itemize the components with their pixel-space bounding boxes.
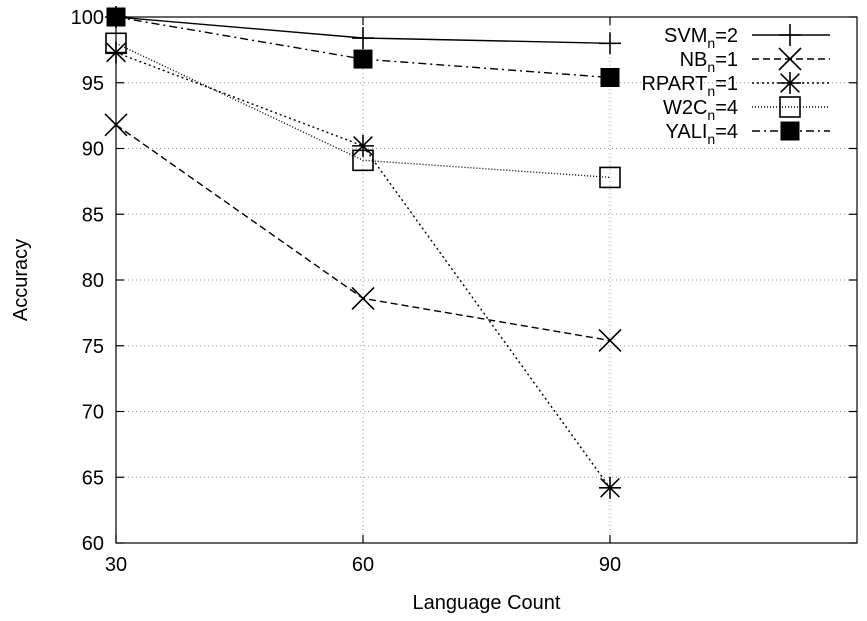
legend-marker <box>780 121 800 141</box>
y-tick-label: 80 <box>82 270 104 292</box>
legend-label: NBn=1 <box>680 49 738 75</box>
data-point <box>352 149 374 172</box>
data-point <box>353 49 373 69</box>
series-w2c <box>105 32 621 189</box>
x-tick-label: 30 <box>105 554 127 576</box>
legend-entry: W2Cn=4 <box>663 96 830 123</box>
data-point <box>599 476 621 499</box>
series-rpart <box>105 41 621 499</box>
series-svm <box>105 6 621 55</box>
y-tick-label: 85 <box>82 204 104 226</box>
data-point <box>599 32 621 55</box>
data-point <box>599 166 621 189</box>
data-point <box>106 7 126 27</box>
y-tick-label: 65 <box>82 467 104 489</box>
legend-marker <box>779 72 801 94</box>
y-tick-label: 100 <box>71 7 104 29</box>
legend-label: YALIn=4 <box>666 121 738 147</box>
y-axis-title: Accuracy <box>10 239 32 321</box>
data-point <box>598 328 622 353</box>
data-point <box>351 286 375 310</box>
y-tick-label: 75 <box>82 336 104 358</box>
legend-marker <box>779 96 801 118</box>
legend-entry: YALIn=4 <box>666 121 830 147</box>
data-point <box>104 113 128 137</box>
y-tick-label: 70 <box>82 402 104 424</box>
legend-label: W2Cn=4 <box>663 97 738 123</box>
legend-entry: SVMn=2 <box>664 24 830 51</box>
series-line <box>115 16 611 79</box>
plot-frame <box>115 16 858 544</box>
data-point <box>600 67 620 87</box>
legend-marker <box>778 47 802 71</box>
x-tick-label: 60 <box>352 554 374 576</box>
legend-entry: RPARTn=1 <box>641 72 830 99</box>
legend-entry: NBn=1 <box>680 47 830 75</box>
y-tick-label: 60 <box>82 533 104 555</box>
series-group <box>104 6 622 499</box>
data-point <box>352 134 374 157</box>
series-line <box>115 51 611 489</box>
grid <box>116 17 857 543</box>
x-axis-title: Language Count <box>413 592 561 614</box>
legend-label: RPARTn=1 <box>641 73 738 99</box>
y-tick-label: 90 <box>82 139 104 161</box>
x-tick-label: 90 <box>599 554 621 576</box>
legend-marker <box>779 24 801 46</box>
series-nb <box>104 113 622 353</box>
data-point <box>105 32 127 55</box>
legend-label: SVMn=2 <box>664 25 738 51</box>
y-tick-label: 95 <box>82 73 104 95</box>
series-yali <box>106 7 620 87</box>
series-line <box>115 42 611 179</box>
data-point <box>352 27 374 50</box>
